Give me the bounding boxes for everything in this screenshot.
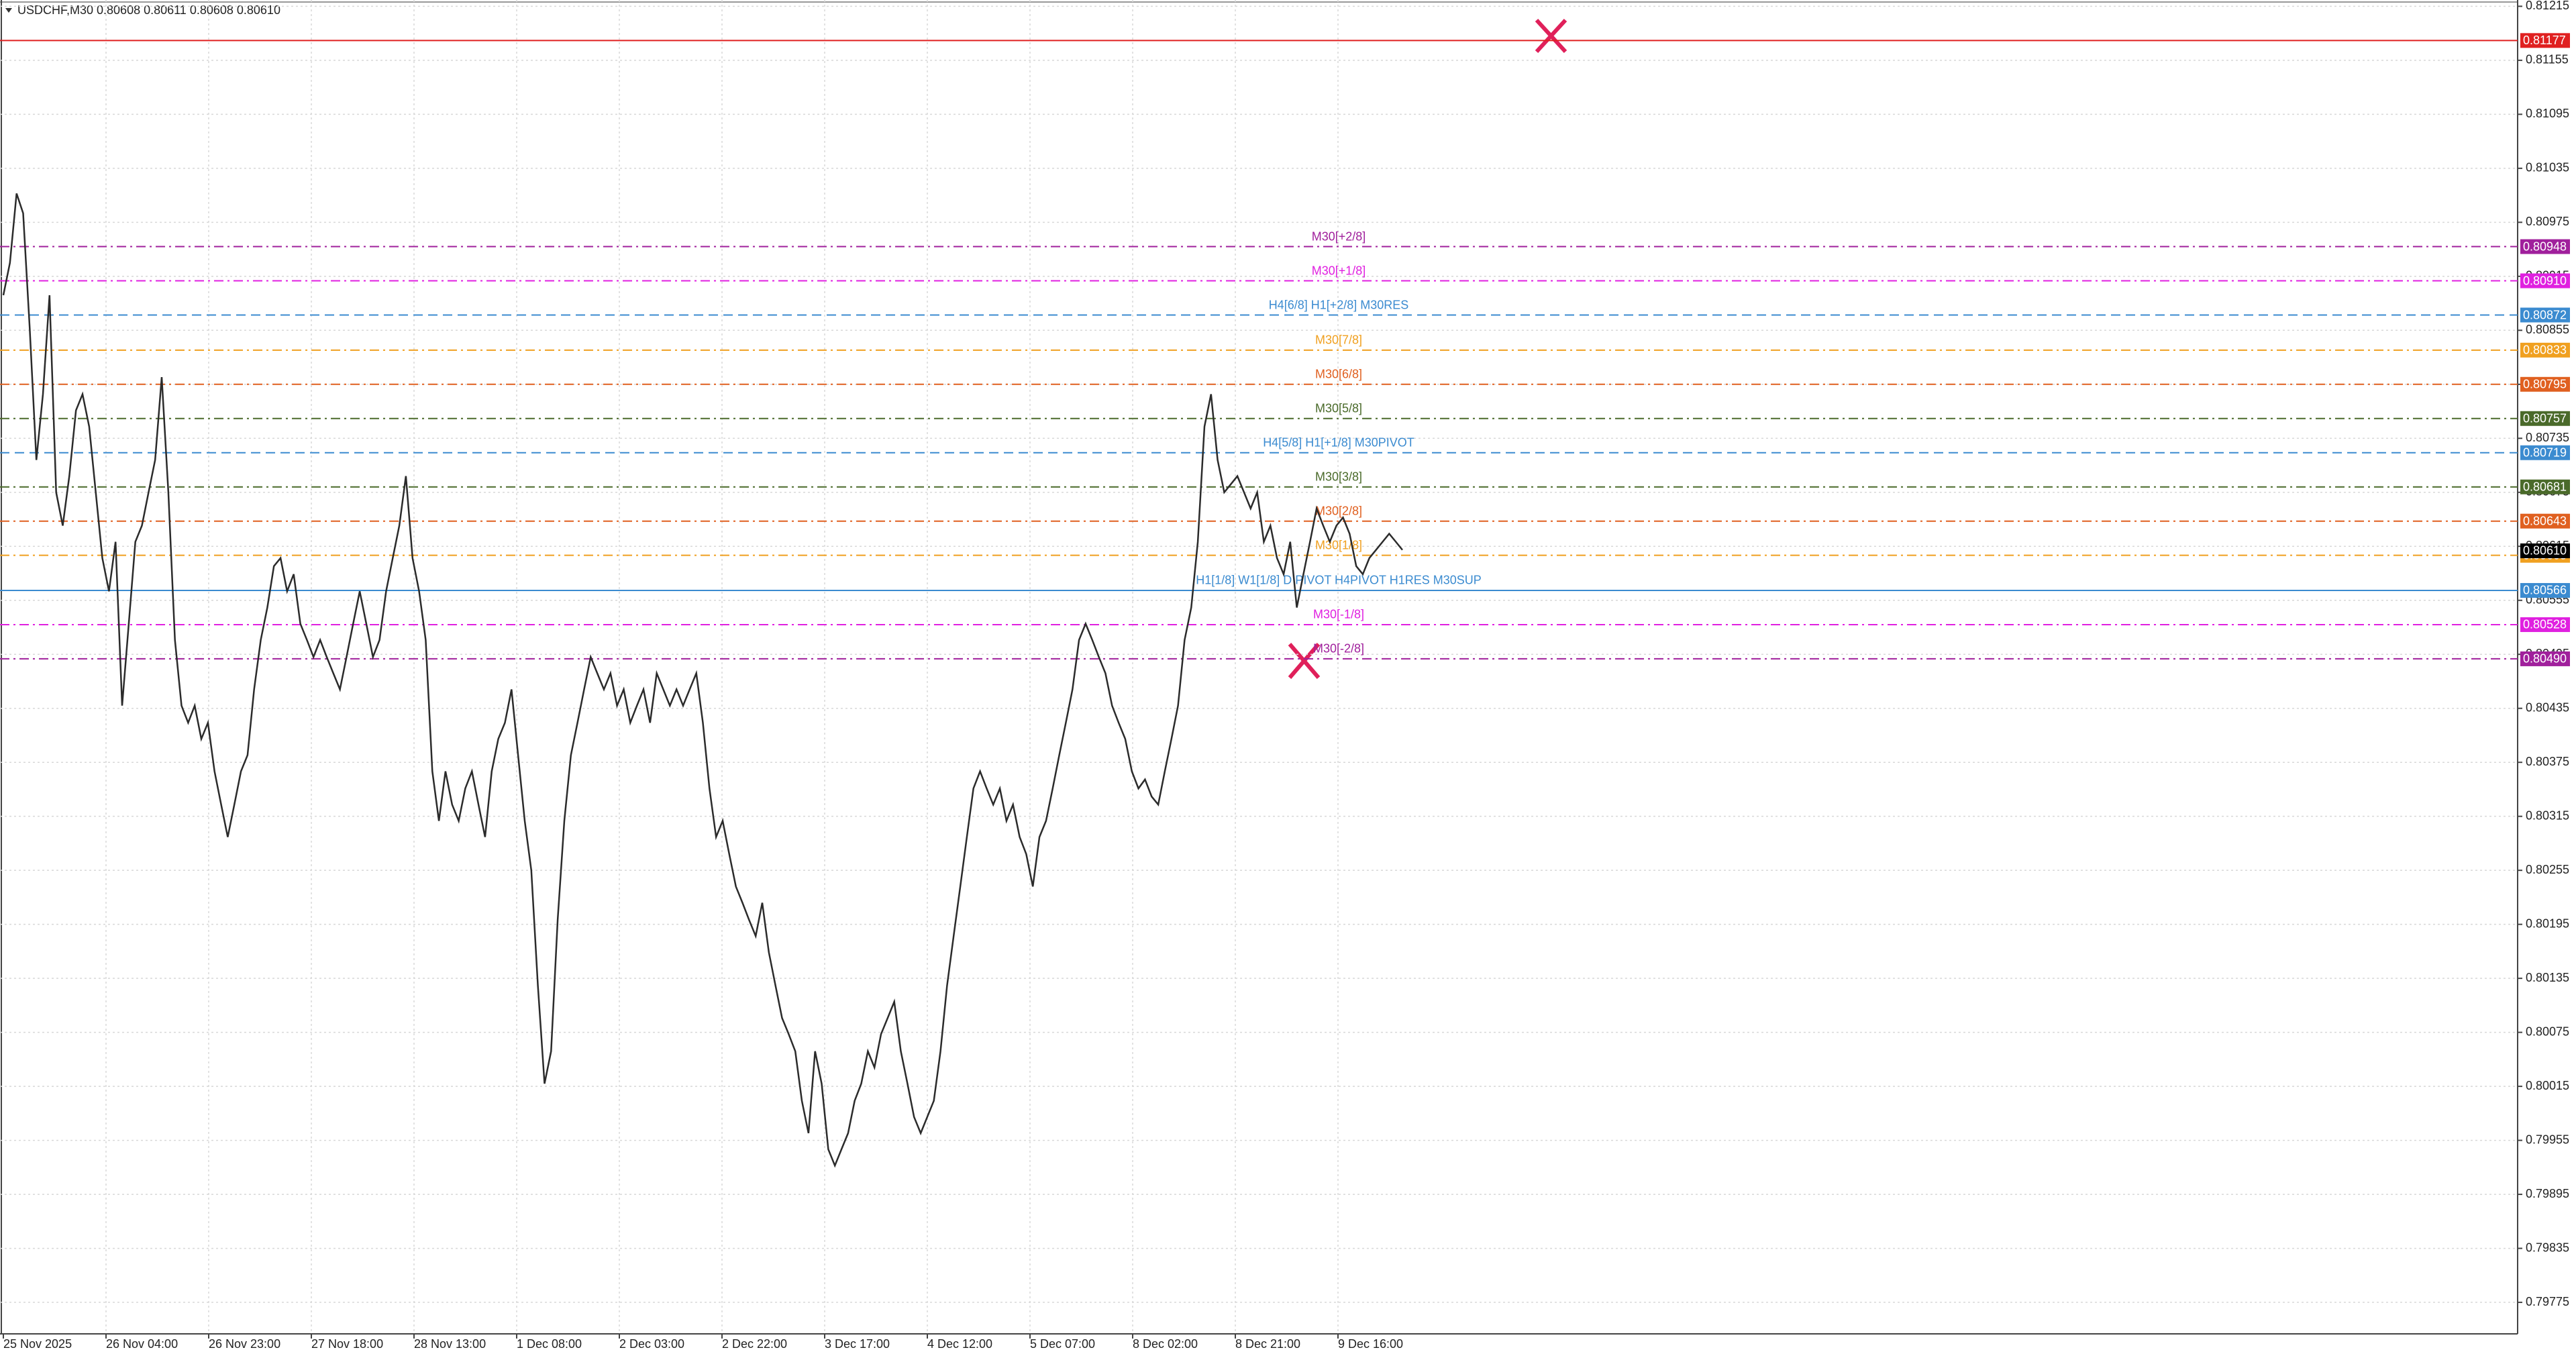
- price-box-label: 0.80719: [2523, 446, 2567, 459]
- price-box: [2520, 445, 2570, 460]
- price-box-label: 0.80643: [2523, 514, 2567, 527]
- x-tick-label: 25 Nov 2025: [3, 1337, 72, 1351]
- price-box-label: 0.80833: [2523, 344, 2567, 357]
- x-tick-label: 8 Dec 02:00: [1133, 1337, 1198, 1351]
- x-tick-label: 5 Dec 07:00: [1030, 1337, 1095, 1351]
- price-box: [2520, 411, 2570, 426]
- y-tick-label: 0.80735: [2526, 431, 2569, 444]
- price-box: [2520, 543, 2570, 558]
- price-box-label: 0.80681: [2523, 480, 2567, 493]
- y-tick-label: 0.81155: [2526, 53, 2569, 66]
- price-box-label: 0.80910: [2523, 274, 2567, 287]
- price-box-label: 0.80795: [2523, 378, 2567, 391]
- price-box-label: 0.80757: [2523, 412, 2567, 425]
- y-tick-label: 0.80315: [2526, 809, 2569, 822]
- x-tick-label: 9 Dec 16:00: [1338, 1337, 1403, 1351]
- y-tick-label: 0.80435: [2526, 700, 2569, 714]
- level-label: M30[-2/8]: [1313, 642, 1364, 656]
- level-label: M30[5/8]: [1315, 402, 1362, 415]
- level-label: M30[+1/8]: [1312, 264, 1366, 277]
- level-label: M30[-1/8]: [1313, 608, 1364, 621]
- y-tick-label: 0.79895: [2526, 1187, 2569, 1200]
- price-box: [2520, 651, 2570, 666]
- price-box: [2520, 513, 2570, 529]
- x-tick-label: 3 Dec 17:00: [825, 1337, 890, 1351]
- y-tick-label: 0.81035: [2526, 161, 2569, 174]
- price-box: [2520, 479, 2570, 494]
- menu-arrow[interactable]: [5, 8, 12, 13]
- x-tick-label: 2 Dec 22:00: [722, 1337, 787, 1351]
- x-tick-label: 8 Dec 21:00: [1235, 1337, 1300, 1351]
- price-box-label: 0.80872: [2523, 308, 2567, 321]
- price-box: [2520, 307, 2570, 323]
- price-line: [2, 193, 1403, 1168]
- x-tick-label: 26 Nov 04:00: [106, 1337, 178, 1351]
- y-tick-label: 0.80855: [2526, 323, 2569, 336]
- price-box: [2520, 33, 2570, 48]
- x-tick-label: 1 Dec 08:00: [517, 1337, 582, 1351]
- level-label: H4[5/8] H1[+1/8] M30PIVOT: [1263, 435, 1414, 449]
- level-label: M30[+2/8]: [1312, 229, 1366, 243]
- x-tick-label: 27 Nov 18:00: [311, 1337, 383, 1351]
- y-tick-label: 0.81215: [2526, 0, 2569, 12]
- level-label: M30[2/8]: [1315, 504, 1362, 517]
- level-label: M30[7/8]: [1315, 333, 1362, 347]
- level-label: M30[1/8]: [1315, 538, 1362, 552]
- price-box: [2520, 239, 2570, 254]
- y-tick-label: 0.79835: [2526, 1241, 2569, 1254]
- y-tick-label: 0.80375: [2526, 755, 2569, 768]
- price-box: [2520, 376, 2570, 392]
- x-tick-label: 28 Nov 13:00: [414, 1337, 486, 1351]
- level-label: M30[6/8]: [1315, 368, 1362, 381]
- price-box: [2520, 617, 2570, 632]
- y-tick-label: 0.80255: [2526, 863, 2569, 876]
- y-tick-label: 0.80975: [2526, 215, 2569, 228]
- deleted-marker: [1288, 18, 1567, 679]
- price-box-label: 0.80948: [2523, 240, 2567, 253]
- price-box-label: 0.81177: [2523, 34, 2566, 47]
- level-label: M30[3/8]: [1315, 470, 1362, 483]
- price-box: [2520, 342, 2570, 358]
- price-box: [2520, 582, 2570, 598]
- x-tick-label: 2 Dec 03:00: [619, 1337, 684, 1351]
- level-label: H1[1/8] W1[1/8] D PIVOT H4PIVOT H1RES M3…: [1196, 574, 1482, 587]
- price-box: [2520, 273, 2570, 289]
- y-tick-label: 0.80195: [2526, 917, 2569, 930]
- y-tick-label: 0.79955: [2526, 1133, 2569, 1146]
- x-tick-label: 4 Dec 12:00: [927, 1337, 992, 1351]
- price-box-label: 0.80566: [2523, 584, 2567, 597]
- y-tick-label: 0.80135: [2526, 971, 2569, 984]
- y-tick-label: 0.79775: [2526, 1295, 2569, 1308]
- y-tick-label: 0.80015: [2526, 1079, 2569, 1092]
- price-box-label: 0.80610: [2523, 544, 2567, 558]
- y-tick-label: 0.80075: [2526, 1025, 2569, 1038]
- price-box-label: 0.80490: [2523, 652, 2567, 666]
- level-label: H4[6/8] H1[+2/8] M30RES: [1269, 298, 1409, 311]
- y-tick-label: 0.81095: [2526, 107, 2569, 120]
- chart-title: USDCHF,M30 0.80608 0.80611 0.80608 0.806…: [17, 3, 280, 17]
- price-box-label: 0.80528: [2523, 618, 2567, 631]
- x-tick-label: 26 Nov 23:00: [209, 1337, 280, 1351]
